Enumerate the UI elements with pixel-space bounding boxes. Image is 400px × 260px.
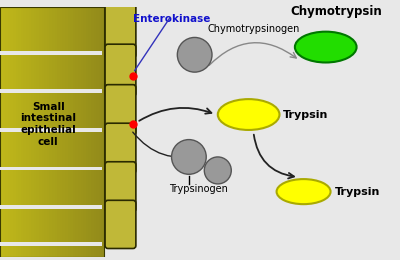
Bar xyxy=(81,6,84,257)
Bar xyxy=(26,6,29,257)
Bar xyxy=(21,6,24,257)
Text: Chymotrypsinogen: Chymotrypsinogen xyxy=(207,24,300,34)
Bar xyxy=(68,6,71,257)
Bar xyxy=(62,6,66,257)
Bar xyxy=(18,6,21,257)
Bar xyxy=(44,6,47,257)
Bar xyxy=(0,128,102,132)
Bar xyxy=(50,6,52,257)
Bar xyxy=(36,6,40,257)
Bar xyxy=(3,6,6,257)
Circle shape xyxy=(177,37,212,72)
Circle shape xyxy=(204,157,231,184)
FancyBboxPatch shape xyxy=(105,200,136,249)
Bar xyxy=(47,6,50,257)
Ellipse shape xyxy=(218,99,280,130)
Bar xyxy=(42,6,45,257)
Bar xyxy=(86,6,89,257)
FancyBboxPatch shape xyxy=(105,162,136,212)
Bar xyxy=(88,6,92,257)
Bar xyxy=(5,6,8,257)
Bar xyxy=(0,205,102,209)
Bar xyxy=(0,167,102,170)
Bar xyxy=(31,6,34,257)
Bar xyxy=(29,6,32,257)
Bar xyxy=(16,6,19,257)
Bar xyxy=(0,242,102,246)
FancyBboxPatch shape xyxy=(105,123,136,173)
Bar xyxy=(91,6,94,257)
Bar xyxy=(76,6,78,257)
Text: Small
intestinal
epithelial
cell: Small intestinal epithelial cell xyxy=(20,102,76,147)
Bar xyxy=(65,6,68,257)
Bar xyxy=(39,6,42,257)
Bar xyxy=(0,89,102,93)
Ellipse shape xyxy=(295,32,356,62)
Text: Chymotrypsin: Chymotrypsin xyxy=(290,5,382,18)
Bar xyxy=(83,6,86,257)
Bar xyxy=(34,6,37,257)
Circle shape xyxy=(172,140,206,174)
Bar xyxy=(99,6,102,257)
Text: Trypsinogen: Trypsinogen xyxy=(169,184,228,194)
Bar xyxy=(78,6,81,257)
Bar xyxy=(24,6,26,257)
Bar xyxy=(8,6,11,257)
FancyBboxPatch shape xyxy=(105,85,136,135)
Ellipse shape xyxy=(276,179,330,204)
Text: Trypsin: Trypsin xyxy=(334,187,380,197)
Bar xyxy=(13,6,16,257)
FancyBboxPatch shape xyxy=(105,4,136,58)
Bar xyxy=(94,6,97,257)
Bar xyxy=(57,6,60,257)
Bar xyxy=(70,6,73,257)
Bar xyxy=(0,6,3,257)
Bar xyxy=(55,6,58,257)
Bar xyxy=(102,6,104,257)
Bar xyxy=(52,6,55,257)
FancyBboxPatch shape xyxy=(105,44,136,96)
Bar xyxy=(96,6,99,257)
Text: Trypsin: Trypsin xyxy=(283,109,329,120)
Bar xyxy=(60,6,63,257)
Bar xyxy=(0,6,104,257)
Bar xyxy=(10,6,14,257)
Text: Enterokinase: Enterokinase xyxy=(133,14,210,24)
Bar xyxy=(0,51,102,55)
Bar xyxy=(73,6,76,257)
